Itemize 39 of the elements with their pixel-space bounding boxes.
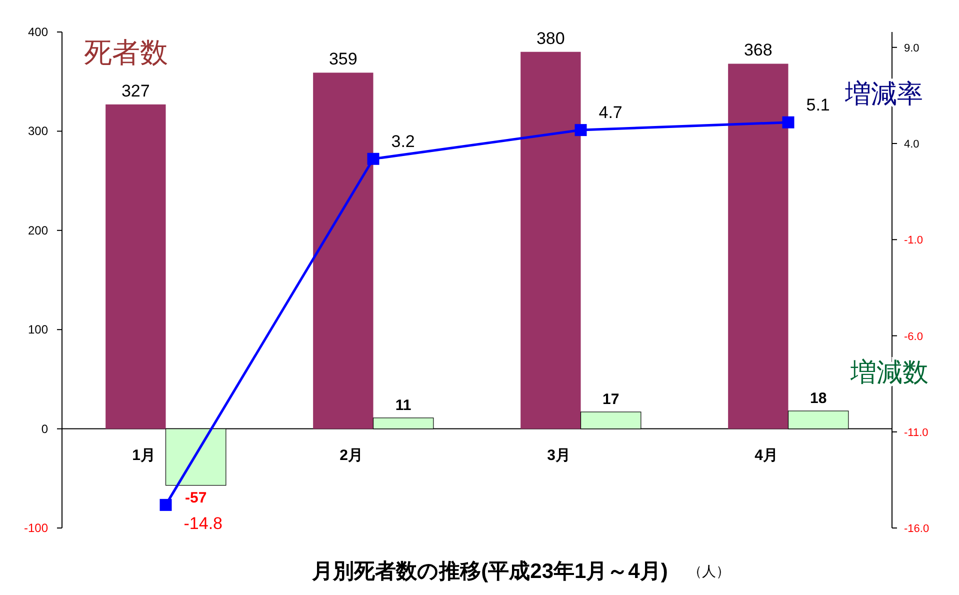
- data-label: 368: [744, 40, 772, 60]
- y2-tick-label: -11.0: [904, 426, 928, 439]
- y-tick-label: 0: [41, 422, 48, 436]
- data-label: -57: [184, 489, 207, 506]
- y-tick-label: -100: [24, 521, 48, 535]
- point: [160, 498, 172, 511]
- text: 月別死者数の推移(平成23年1月～4月): [311, 560, 668, 583]
- text: （人）: [688, 563, 730, 579]
- data-label: 380: [536, 28, 565, 48]
- y2-tick-label: -16.0: [904, 523, 930, 535]
- x-tick-label: 4月: [754, 446, 778, 464]
- data-label: 3.2: [391, 132, 415, 151]
- y2-tick-label: -6.0: [904, 330, 923, 343]
- y-tick-label: 100: [28, 322, 48, 337]
- x-tick-label: 2月: [340, 446, 363, 464]
- data-label: 327: [121, 81, 150, 100]
- y2-tick-label: 9.0: [904, 42, 920, 54]
- y-tick-label: 200: [28, 223, 48, 238]
- x-tick-label: 3月: [547, 446, 570, 464]
- data-label: 359: [328, 50, 358, 69]
- data-label: 11: [395, 396, 412, 414]
- y2-tick-label: -1.0: [904, 234, 923, 247]
- point: [574, 124, 587, 136]
- bar: [106, 104, 166, 429]
- bar: [520, 52, 581, 429]
- data-label: 17: [602, 390, 620, 408]
- bar: [313, 72, 374, 429]
- y-tick-label: 400: [28, 25, 48, 39]
- data-label: 18: [810, 390, 827, 407]
- y2-tick-label: 4.0: [904, 138, 920, 151]
- data-label: 4.7: [598, 103, 622, 122]
- x-tick-label: 1月: [132, 446, 156, 464]
- point: [367, 152, 380, 165]
- point: [782, 116, 794, 128]
- y-tick-label: 300: [28, 124, 48, 138]
- bar: [728, 64, 788, 429]
- series-label: 死者数: [84, 37, 168, 68]
- data-label: -14.8: [184, 514, 222, 533]
- data-label: 5.1: [806, 95, 830, 114]
